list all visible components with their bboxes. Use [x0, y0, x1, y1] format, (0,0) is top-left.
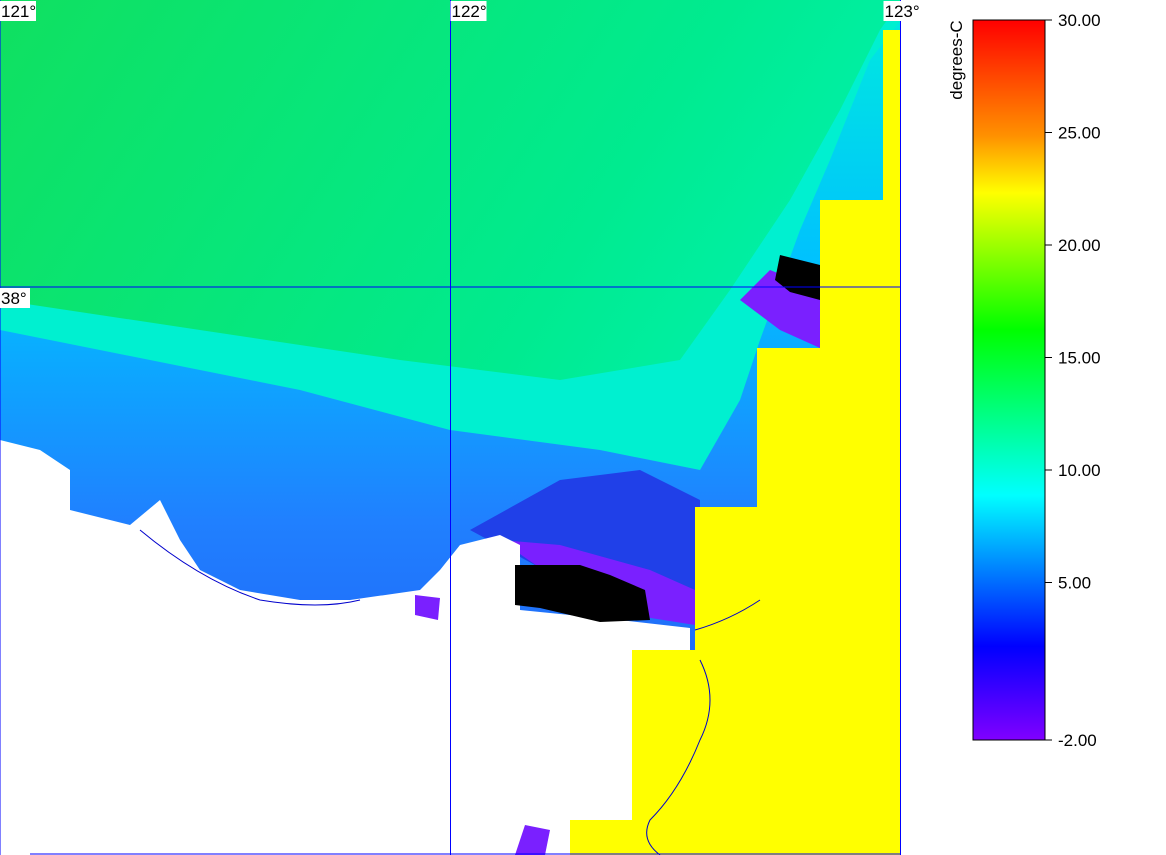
graticule: 121° 122° 123° 38° [0, 0, 920, 855]
sea-ice-edge [415, 595, 440, 620]
colorbar-label: 10.00 [1058, 461, 1101, 480]
colorbar: degrees-C 30.00 25.00 20.00 15.00 10.00 5.00 -… [947, 11, 1101, 750]
label-bg [450, 1, 487, 21]
colorbar-label: -2.00 [1058, 731, 1097, 750]
no-data [775, 255, 820, 300]
colorbar-ramp [973, 20, 1045, 740]
land-mask [0, 440, 690, 855]
lon-label: 123° [885, 2, 920, 21]
colorbar-frame [972, 19, 1046, 741]
lon-label: 121° [1, 2, 36, 21]
land-yellow [570, 30, 901, 855]
sea-ice-edge [515, 825, 550, 855]
no-data [515, 565, 650, 622]
colorbar-label: 30.00 [1058, 11, 1101, 30]
colorbar-label: 25.00 [1058, 124, 1101, 143]
colorbar-unit: degrees-C [947, 20, 966, 99]
colorbar-label: 15.00 [1058, 349, 1101, 368]
lon-label: 122° [452, 2, 487, 21]
label-bg [883, 1, 920, 21]
colorbar-label: 20.00 [1058, 236, 1101, 255]
label-bg [0, 1, 36, 21]
label-bg [0, 288, 30, 308]
lat-label: 38° [1, 289, 27, 308]
colorbar-label: 5.00 [1058, 574, 1091, 593]
coastline [139, 529, 761, 855]
